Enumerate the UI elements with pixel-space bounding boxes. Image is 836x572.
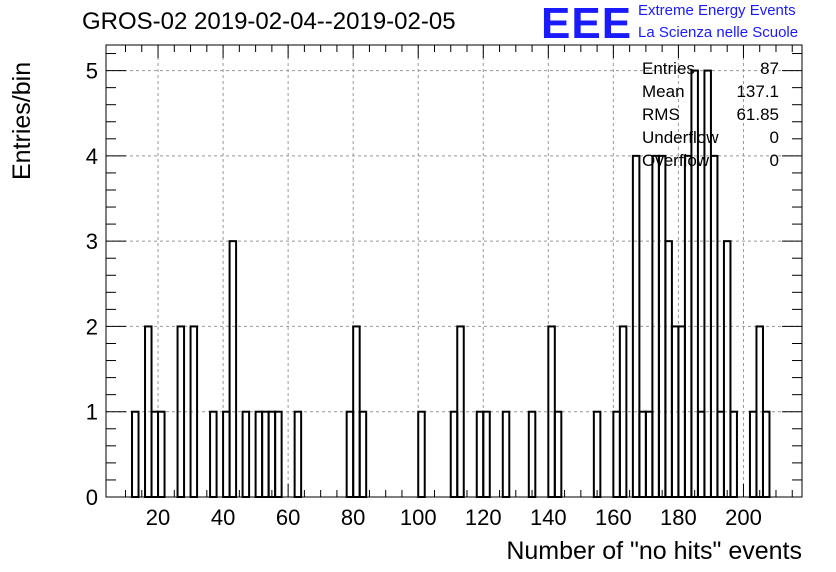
y-tick-label: 1 <box>86 400 98 425</box>
stats-label-entries: Entries <box>642 59 695 78</box>
histogram-bin <box>527 410 537 498</box>
histogram-bin <box>293 410 303 498</box>
x-tick-label: 60 <box>276 505 300 530</box>
stats-label-rms: RMS <box>642 105 680 124</box>
histogram-bin <box>131 410 140 498</box>
y-tick-label: 5 <box>86 59 98 84</box>
chart-title: GROS-02 2019-02-04--2019-02-05 <box>82 8 456 35</box>
y-tick-label: 0 <box>86 485 98 510</box>
x-tick-label: 100 <box>400 505 437 530</box>
histogram-bin <box>241 410 251 498</box>
logo-subtitle-line1: Extreme Energy Events <box>638 2 796 19</box>
x-tick-label: 20 <box>146 505 170 530</box>
histogram-bin <box>553 410 563 498</box>
stats-label-overflow: Overflow <box>642 151 710 170</box>
y-axis-label: Entries/bin <box>8 61 36 180</box>
histogram-bin <box>592 410 602 498</box>
axis-layer: 20 40 60 80 100 120 140 160 180 200 0 1 2 3 4 5 <box>86 44 803 530</box>
stats-label-mean: Mean <box>642 82 685 101</box>
plot-frame <box>105 44 803 498</box>
histogram-bin <box>274 410 283 498</box>
x-tick-label: 120 <box>465 505 502 530</box>
stats-value-mean: 137.1 <box>736 82 779 101</box>
y-tick-label: 2 <box>86 314 98 339</box>
histogram-bin <box>157 410 166 498</box>
x-tick-label: 180 <box>660 505 697 530</box>
y-tick-label: 3 <box>86 229 98 254</box>
histogram-bin <box>358 410 368 498</box>
histogram-bin <box>228 240 238 498</box>
histogram-bin <box>761 410 771 498</box>
eee-logo: EEE <box>541 0 633 48</box>
x-tick-label: 40 <box>211 505 235 530</box>
stats-value-rms: 61.85 <box>736 105 779 124</box>
x-tick-label: 80 <box>341 505 365 530</box>
x-tick-label: 200 <box>725 505 762 530</box>
stats-value-overflow: 0 <box>769 151 779 170</box>
x-axis-label: Number of "no hits" events <box>506 537 802 565</box>
histogram-bin <box>209 410 218 498</box>
histogram-bin <box>729 410 738 498</box>
logo-subtitle-line2: La Scienza nelle Scuole <box>638 24 799 41</box>
stats-value-entries: 87 <box>760 59 779 78</box>
histogram-bin <box>189 325 199 498</box>
y-tick-label: 4 <box>86 144 98 169</box>
histogram-bin <box>417 410 426 498</box>
stats-label-underflow: Underflow <box>642 128 719 147</box>
x-tick-label: 140 <box>530 505 567 530</box>
histogram-bin <box>482 410 491 498</box>
x-tick-label: 160 <box>595 505 632 530</box>
histogram-bin <box>501 410 511 498</box>
stats-value-underflow: 0 <box>769 128 779 147</box>
